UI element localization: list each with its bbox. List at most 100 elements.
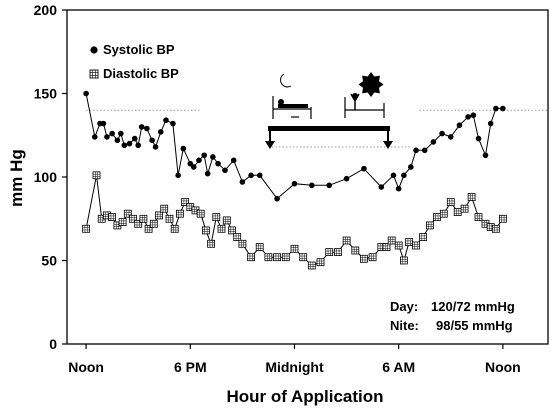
systolic-point	[196, 157, 202, 164]
diastolic-point	[228, 226, 236, 235]
systolic-point	[126, 140, 133, 147]
diastolic-point	[290, 244, 299, 253]
diastolic-point	[425, 221, 434, 230]
systolic-point	[131, 135, 138, 142]
day-label: Day:	[390, 299, 418, 314]
y-tick-label: 200	[34, 2, 58, 18]
systolic-point	[493, 105, 499, 112]
y-tick-label: 100	[34, 169, 58, 185]
systolic-point	[465, 114, 471, 120]
systolic-point	[456, 122, 463, 129]
diastolic-point	[160, 204, 169, 213]
systolic-point	[447, 134, 454, 140]
systolic-point	[239, 179, 246, 185]
diastolic-point	[181, 198, 190, 207]
diastolic-point	[405, 238, 414, 247]
systolic-point	[104, 134, 110, 140]
systolic-point	[401, 172, 407, 179]
diastolic-point	[139, 214, 148, 223]
diastolic-point	[212, 213, 221, 222]
diastolic-point	[474, 213, 483, 222]
diastolic-point	[144, 224, 153, 233]
diastolic-point	[155, 211, 163, 220]
systolic-point	[230, 157, 237, 164]
legend-systolic-marker	[90, 46, 98, 54]
plot-frame	[66, 9, 549, 345]
systolic-point	[157, 129, 164, 135]
systolic-point	[121, 142, 128, 149]
systolic-point	[118, 130, 124, 137]
diastolic-point	[419, 233, 427, 242]
diastolic-point	[82, 224, 90, 233]
diastolic-point	[92, 171, 101, 180]
x-tick-label: 6 AM	[382, 359, 415, 375]
diastolic-point	[255, 243, 264, 252]
diastolic-point	[281, 253, 290, 262]
diastolic-point	[273, 253, 282, 262]
diastolic-point	[217, 224, 226, 233]
systolic-point	[439, 130, 445, 137]
y-tick-label: 50	[41, 253, 57, 269]
systolic-point	[361, 165, 367, 172]
systolic-point	[274, 195, 280, 202]
diastolic-point	[432, 213, 441, 222]
diastolic-point	[247, 253, 256, 262]
diastolic-point	[382, 243, 391, 252]
diastolic-point	[149, 219, 158, 228]
nite-values: 98/55 mmHg	[436, 318, 513, 333]
x-tick-label: 6 PM	[174, 359, 207, 375]
diastolic-point	[351, 246, 360, 255]
systolic-point	[309, 182, 315, 189]
systolic-point	[210, 154, 216, 160]
systolic-point	[109, 130, 115, 137]
systolic-point	[378, 184, 385, 190]
systolic-point	[390, 172, 397, 179]
diastolic-point	[439, 209, 448, 218]
legend-systolic-label: Systolic BP	[103, 42, 175, 57]
diastolic-point	[196, 209, 205, 218]
diastolic-point	[222, 216, 231, 225]
waking-person-icon	[344, 93, 385, 118]
systolic-point	[413, 147, 419, 154]
diastolic-point	[108, 213, 116, 222]
y-axis-title: mm Hg	[7, 149, 26, 207]
sun-icon	[358, 72, 384, 97]
diastolic-point	[165, 214, 174, 223]
diastolic-point	[333, 248, 342, 257]
systolic-point	[204, 170, 211, 177]
systolic-point	[91, 134, 98, 140]
diastolic-point	[446, 198, 455, 207]
diastolic-point	[491, 224, 500, 233]
systolic-point	[114, 137, 121, 144]
day-values: 120/72 mmHg	[431, 299, 515, 314]
systolic-point	[201, 152, 207, 159]
systolic-point	[421, 147, 428, 154]
tick-layer: 0 50 100 150 200 Noon 6 PM Midnight 6 AM Noon	[34, 2, 521, 375]
diastolic-point	[368, 253, 377, 262]
diastolic-point	[299, 253, 308, 262]
diastolic-point	[325, 248, 334, 257]
diastolic-point	[238, 239, 247, 248]
systolic-point	[222, 167, 228, 174]
diastolic-point	[316, 258, 325, 267]
diastolic-point	[175, 209, 184, 218]
x-tick-label: Noon	[68, 359, 104, 375]
systolic-point	[475, 135, 482, 142]
diastolic-point	[264, 253, 273, 262]
diastolic-point	[207, 239, 216, 248]
systolic-point	[163, 117, 169, 124]
diastolic-point	[359, 254, 368, 263]
diastolic-point	[134, 219, 143, 228]
average-annotation: Day: 120/72 mmHg Nite: 98/55 mmHg	[390, 299, 515, 333]
systolic-point	[500, 105, 506, 112]
systolic-point	[326, 182, 333, 189]
systolic-point	[343, 175, 350, 182]
diastolic-point	[233, 233, 242, 242]
legend-diastolic-marker	[89, 69, 99, 79]
systolic-point	[487, 120, 494, 127]
systolic-point	[408, 164, 414, 170]
x-axis-title: Hour of Application	[226, 387, 383, 406]
x-tick-label: Midnight	[265, 359, 324, 375]
